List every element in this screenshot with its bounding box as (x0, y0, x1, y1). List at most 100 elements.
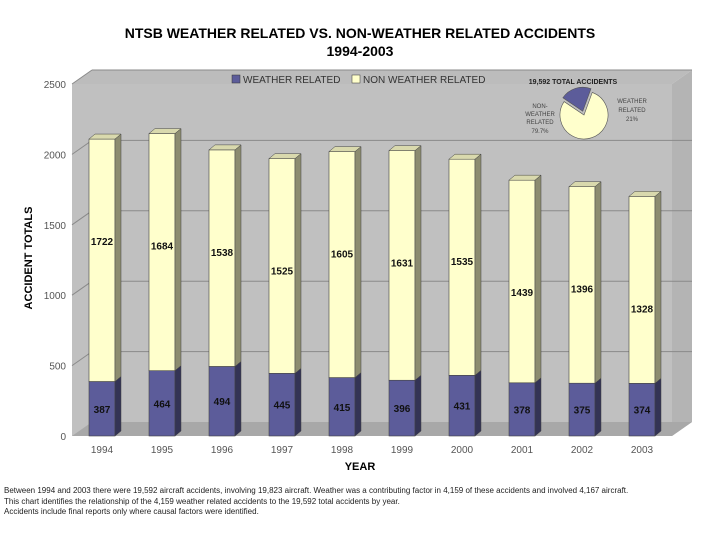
chart-title: NTSB WEATHER RELATED VS. NON-WEATHER REL… (125, 25, 596, 41)
x-tick-2003: 2003 (631, 445, 654, 456)
x-tick-1996: 1996 (211, 445, 234, 456)
inset-label-non-weather-3: RELATED (526, 120, 554, 126)
chart-subtitle: 1994-2003 (327, 43, 394, 59)
inset-pie: 19,592 TOTAL ACCIDENTS NON- WEATHER RELA… (525, 79, 647, 140)
bar-top-2000 (448, 153, 482, 160)
value-label-weather-2000: 431 (454, 402, 471, 413)
bar-side-weather-1995 (174, 365, 182, 437)
value-label-non-weather-1997: 1525 (271, 267, 294, 278)
bar-top-2001 (508, 174, 542, 181)
inset-label-non-weather-1: NON- (532, 104, 547, 110)
bars (88, 128, 662, 437)
x-axis-title: YEAR (345, 461, 376, 473)
x-tick-1995: 1995 (151, 445, 174, 456)
inset-label-weather-1: WEATHER (617, 99, 647, 105)
footnote-2: This chart identifies the relationship o… (4, 496, 400, 506)
bar-top-1995 (148, 128, 182, 134)
x-tick-1997: 1997 (271, 445, 294, 456)
x-tick-2001: 2001 (511, 445, 534, 456)
value-label-non-weather-2002: 1396 (571, 285, 594, 296)
bar-side-non-weather-2000 (474, 153, 482, 376)
y-axis-ticks: 0 500 1000 1500 2000 2500 (44, 80, 67, 443)
footnotes: Between 1994 and 2003 there were 19,592 … (4, 486, 716, 518)
gridline-side-2000 (71, 139, 93, 155)
legend-label-weather: WEATHER RELATED (243, 75, 340, 86)
pie-slice-weather (562, 86, 592, 112)
bar-weather-2001 (508, 382, 536, 437)
bar-side-non-weather-1998 (354, 146, 362, 379)
inset-pct-non-weather: 79.7% (531, 129, 549, 135)
value-label-non-weather-1996: 1538 (211, 248, 234, 259)
bar-top-2002 (568, 181, 602, 187)
chart: NTSB WEATHER RELATED VS. NON-WEATHER REL… (23, 25, 692, 473)
footnote-1: Between 1994 and 2003 there were 19,592 … (4, 486, 629, 495)
x-tick-1994: 1994 (91, 445, 114, 456)
value-labels: 387 1722 464 1684 494 1538 445 1525 415 1605 396 16… (91, 237, 654, 417)
bar-top-1999 (388, 145, 422, 151)
bar-non-weather-1994 (88, 138, 116, 382)
inset-label-weather-2: RELATED (618, 108, 646, 114)
gridline-side-500 (71, 351, 93, 367)
y-tick-500: 500 (49, 362, 66, 373)
bar-side-non-weather-1996 (234, 144, 242, 367)
inset-pie-title: 19,592 TOTAL ACCIDENTS (529, 79, 618, 86)
bar-side-non-weather-2001 (534, 174, 542, 384)
legend-swatch-weather (231, 74, 241, 84)
bar-non-weather-1995 (148, 133, 176, 371)
inset-pie-slices (559, 86, 609, 140)
value-label-weather-1999: 396 (394, 404, 411, 415)
bar-side-non-weather-1994 (114, 133, 122, 383)
value-label-weather-1997: 445 (274, 401, 291, 412)
value-label-non-weather-1995: 1684 (151, 242, 174, 253)
bar-weather-1998 (328, 377, 356, 437)
x-tick-1998: 1998 (331, 445, 354, 456)
y-tick-1500: 1500 (44, 221, 67, 232)
bar-side-weather-2001 (534, 377, 542, 437)
bar-non-weather-1999 (388, 150, 416, 381)
value-label-non-weather-1999: 1631 (391, 259, 414, 270)
gridline-side-1000 (71, 280, 93, 296)
gridline-side-2500 (71, 69, 93, 85)
footnote-3: Accidents include final reports only whe… (4, 507, 259, 516)
plot-right-wall (672, 70, 692, 436)
value-label-weather-1996: 494 (214, 397, 231, 408)
legend: WEATHER RELATED NON WEATHER RELATED (231, 74, 485, 86)
y-tick-0: 0 (60, 432, 66, 443)
bar-side-non-weather-1997 (294, 153, 302, 374)
pie-slice-non-weather (559, 92, 609, 140)
bar-non-weather-2002 (568, 186, 596, 384)
value-label-non-weather-2003: 1328 (631, 304, 654, 315)
bar-side-weather-1994 (114, 375, 122, 437)
bar-side-weather-1998 (354, 372, 362, 437)
bar-side-non-weather-1995 (174, 128, 182, 372)
bar-weather-2003 (628, 383, 656, 437)
bar-top-1998 (328, 146, 362, 152)
value-label-non-weather-1994: 1722 (91, 237, 114, 248)
bar-top-1994 (88, 133, 122, 140)
x-tick-2000: 2000 (451, 445, 474, 456)
bar-weather-2000 (448, 375, 476, 437)
value-label-weather-2003: 374 (634, 406, 651, 417)
gridline-side-1500 (71, 210, 93, 226)
plot-top-wall (72, 70, 692, 84)
value-label-weather-1995: 464 (154, 399, 171, 410)
bar-top-1996 (208, 144, 242, 151)
inset-pct-weather: 21% (626, 117, 639, 123)
value-label-non-weather-1998: 1605 (331, 250, 354, 261)
y-axis-title: ACCIDENT TOTALS (23, 207, 35, 310)
bar-side-weather-2002 (594, 377, 602, 437)
bar-side-non-weather-1999 (414, 145, 422, 381)
value-label-weather-1998: 415 (334, 403, 351, 414)
value-label-weather-2002: 375 (574, 406, 591, 417)
x-tick-1999: 1999 (391, 445, 414, 456)
x-axis-ticks: 1994 1995 1996 1997 1998 1999 2000 2001 2002 2003 (91, 445, 654, 456)
bar-side-weather-2000 (474, 369, 482, 437)
bar-weather-2002 (568, 382, 596, 437)
y-tick-2000: 2000 (44, 150, 67, 161)
y-tick-1000: 1000 (44, 291, 67, 302)
bar-weather-1996 (208, 366, 236, 437)
value-label-weather-2001: 378 (514, 405, 531, 416)
bar-non-weather-1998 (328, 151, 356, 378)
legend-swatch-non-weather (351, 74, 361, 84)
bar-top-1997 (268, 153, 302, 159)
